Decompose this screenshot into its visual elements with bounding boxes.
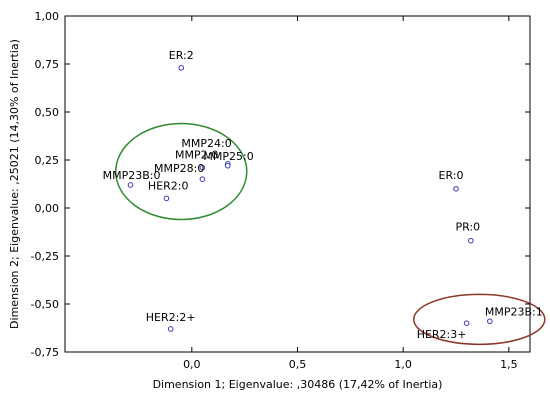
point-label: MMP25:0	[203, 150, 253, 163]
data-points	[127, 65, 493, 332]
x-tick-label: 1,5	[500, 358, 518, 371]
cluster-ellipses	[114, 122, 546, 346]
y-tick-label: 1,00	[35, 10, 60, 23]
data-point	[463, 320, 470, 327]
data-point	[453, 186, 459, 192]
point-label: HER2:2+	[146, 311, 196, 324]
y-axis-title: Dimension 2; Eigenvalue: ,25021 (14,30% …	[8, 39, 21, 329]
y-tick-label: -0,50	[31, 298, 59, 311]
data-point	[468, 237, 474, 244]
plot-frame	[64, 15, 531, 353]
x-axis-title: Dimension 1; Eigenvalue: ,30486 (17,42% …	[153, 378, 443, 391]
data-point	[167, 326, 174, 332]
point-label: MMP2:0	[175, 149, 218, 162]
point-label: MMP23B:0	[103, 169, 161, 182]
y-tick-label: -0,75	[31, 346, 59, 359]
point-label: HER2:0	[148, 179, 189, 192]
data-point	[163, 195, 170, 202]
point-label: MMP23B:1	[485, 305, 543, 318]
data-point	[199, 176, 206, 182]
green-cluster-ellipse	[114, 122, 248, 221]
point-label: ER:2	[169, 49, 194, 62]
point-label: PR:0	[455, 221, 480, 234]
x-axis-ticks: 0,0 0,5 1,0 1,5	[183, 16, 518, 371]
x-tick-label: 0,5	[289, 358, 307, 371]
data-point	[224, 162, 231, 169]
y-tick-label: 0,25	[35, 154, 60, 167]
y-axis-ticks: 1,00 0,75 0,50 0,25 0,00 -0,25 -0,50 -0,75	[31, 10, 530, 359]
point-label: MMP24:0	[181, 137, 231, 150]
x-tick-label: 0,0	[183, 358, 201, 371]
data-point	[127, 182, 134, 188]
red-cluster-ellipse	[413, 293, 546, 346]
point-label: ER:0	[439, 169, 464, 182]
data-point	[487, 318, 493, 325]
x-tick-label: 1,0	[394, 358, 412, 371]
data-point	[199, 164, 206, 171]
y-tick-label: -0,25	[31, 250, 59, 263]
y-tick-label: 0,00	[35, 202, 60, 215]
point-label: MMP28:0	[154, 162, 204, 175]
y-tick-label: 0,75	[35, 58, 60, 71]
point-label: HER2:3+	[417, 328, 467, 341]
data-point	[178, 65, 185, 71]
point-labels: ER:2MMP24:0MMP25:0MMP2:0MMP28:0MMP23B:0H…	[103, 49, 543, 341]
y-tick-label: 0,50	[35, 106, 60, 119]
